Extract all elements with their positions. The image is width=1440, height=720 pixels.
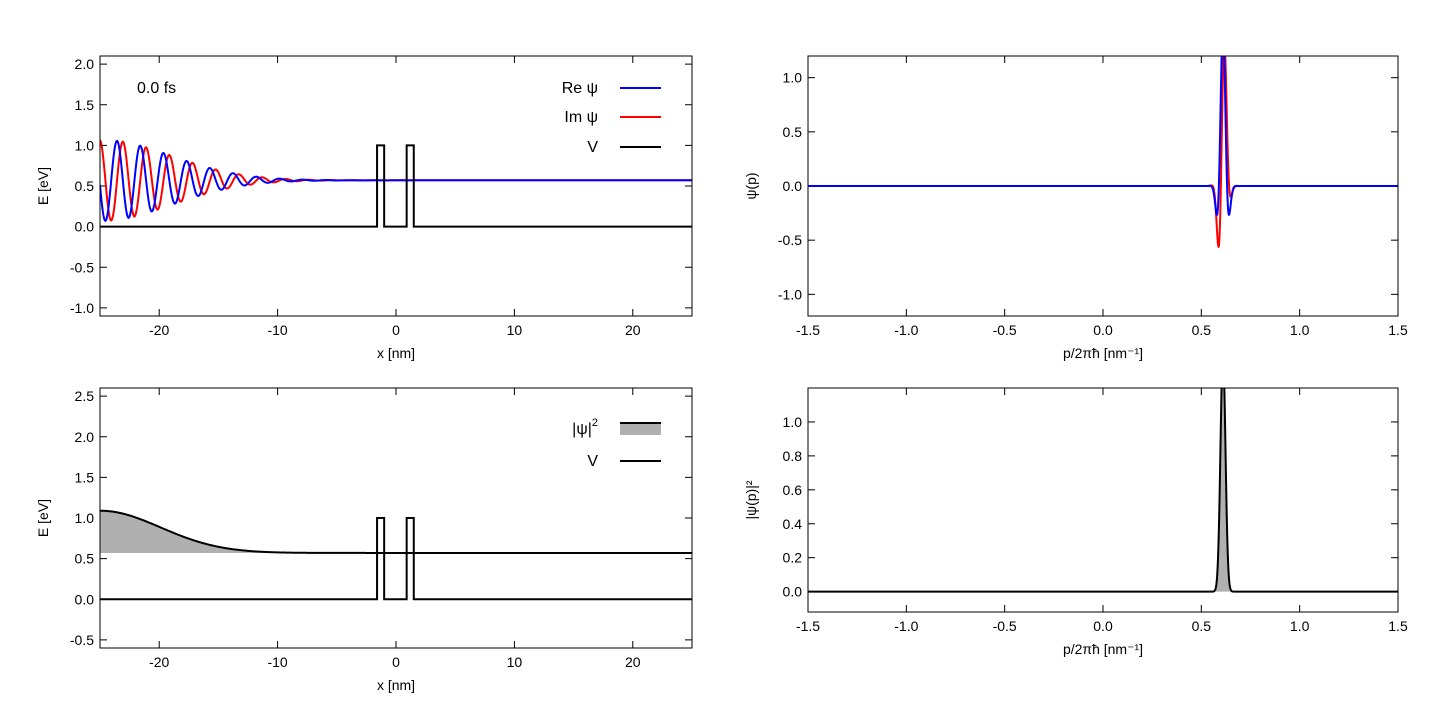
legend-label: Re ψ [562,80,598,97]
x-tick-label: 0.0 [1093,322,1113,338]
y-tick-label: 0.2 [783,550,803,566]
y-tick-label: 1.0 [783,414,803,430]
y-tick-label: 2.5 [75,388,95,404]
series-potential [100,517,692,601]
y-tick-label: 1.0 [75,510,95,526]
plot-panel-2: -1.5 -1.0 -0.5 0.0 0.5 1.0 1.5 -1.0 -0.5 0.0 0.5 1.… [743,55,1408,361]
y-axis-label: E [eV] [35,499,51,537]
y-tick-label: -0.5 [70,632,94,648]
y-tick-label: 2.0 [75,429,95,445]
series-re-psi-p [808,56,1398,216]
x-tick-label: 0.5 [1192,618,1212,634]
plot-panel-3: -20 -10 0 10 20 -0.5 0.0 0.5 1.0 1.5 2.0 2.5 x [nm] E… [35,387,693,693]
y-tick-label: -1.0 [70,300,94,316]
x-axis-label: x [nm] [377,345,415,361]
x-tick-label: -1.0 [894,618,918,634]
plot-frame [807,55,1399,317]
y-axis-label: ψ(p) [743,172,759,199]
plot-frame [807,387,1399,613]
legend-swatch-fill [620,423,661,435]
x-tick-label: -20 [149,654,169,670]
legend-label: |ψ|2 [572,417,598,438]
y-tick-label: 0.0 [783,584,803,600]
x-tick-label: 1.5 [1388,322,1408,338]
y-tick-label: 0.4 [783,516,803,532]
x-tick-label: -1.0 [894,322,918,338]
x-tick-label: 10 [507,654,523,670]
x-tick-label: 20 [625,322,641,338]
y-tick-label: -0.5 [778,232,802,248]
series-momentum-density [808,388,1398,593]
x-axis-label: p/2πħ [nm⁻¹] [1063,641,1143,657]
y-tick-label: 0.0 [75,219,95,235]
y-tick-label: 0.5 [75,178,95,194]
legend-entry: V [587,139,661,156]
legend-entry: V [587,453,661,470]
x-tick-label: 1.0 [1290,618,1310,634]
y-tick-label: 0.0 [75,591,95,607]
y-tick-label: 1.5 [75,469,95,485]
y-tick-label: 0.0 [783,178,803,194]
density-fill [100,510,692,553]
x-tick-label: 1.5 [1388,618,1408,634]
y-axis-label: E [eV] [35,167,51,205]
plot-panel-1: -20 -10 0 10 20 -1.0 -0.5 0.0 0.5 1.0 1.5 2.0 x [nm]… [35,55,693,361]
legend-entry: |ψ|2 [572,417,661,438]
x-axis-label: p/2πħ [nm⁻¹] [1063,345,1143,361]
x-tick-label: -1.5 [796,322,820,338]
legend-label-superscript: 2 [592,417,598,429]
x-tick-label: -10 [267,654,287,670]
y-tick-label: 1.0 [783,70,803,86]
y-tick-label: 1.5 [75,97,95,113]
y-tick-label: -0.5 [70,259,94,275]
x-tick-label: -10 [267,322,287,338]
plot-frame [99,55,693,317]
legend-label-base: |ψ| [572,421,592,438]
y-tick-label: 0.5 [75,551,95,567]
y-axis-label: |ψ(p)|² [743,480,759,519]
x-tick-label: 0.5 [1192,322,1212,338]
y-tick-label: 0.6 [783,482,803,498]
y-tick-label: 2.0 [75,56,95,72]
x-axis-label: x [nm] [377,677,415,693]
series-im-psi-p [808,56,1398,249]
plot-panel-4: -1.5 -1.0 -0.5 0.0 0.5 1.0 1.5 0.0 0.2 0.4 0.6 0.8 1… [743,387,1408,657]
y-tick-label: -1.0 [778,286,802,302]
legend-entry: Im ψ [564,109,661,126]
x-tick-label: 20 [625,654,641,670]
x-tick-label: 0 [392,654,400,670]
time-annotation: 0.0 fs [137,80,176,97]
y-tick-label: 1.0 [75,137,95,153]
series-density [100,509,692,554]
x-tick-label: -20 [149,322,169,338]
x-tick-label: 0.0 [1093,618,1113,634]
series-potential [100,144,692,228]
y-tick-label: 0.8 [783,448,803,464]
x-tick-label: -1.5 [796,618,820,634]
x-tick-label: -0.5 [993,618,1017,634]
x-tick-label: 10 [507,322,523,338]
legend-label: V [587,453,598,470]
legend-label: V [587,139,598,156]
y-tick-label: 0.5 [783,124,803,140]
x-tick-label: -0.5 [993,322,1017,338]
plot-frame [99,387,693,649]
series-re-psi [100,139,692,223]
legend-entry: Re ψ [562,80,661,97]
x-tick-label: 0 [392,322,400,338]
x-tick-label: 1.0 [1290,322,1310,338]
legend-label: Im ψ [564,109,598,126]
